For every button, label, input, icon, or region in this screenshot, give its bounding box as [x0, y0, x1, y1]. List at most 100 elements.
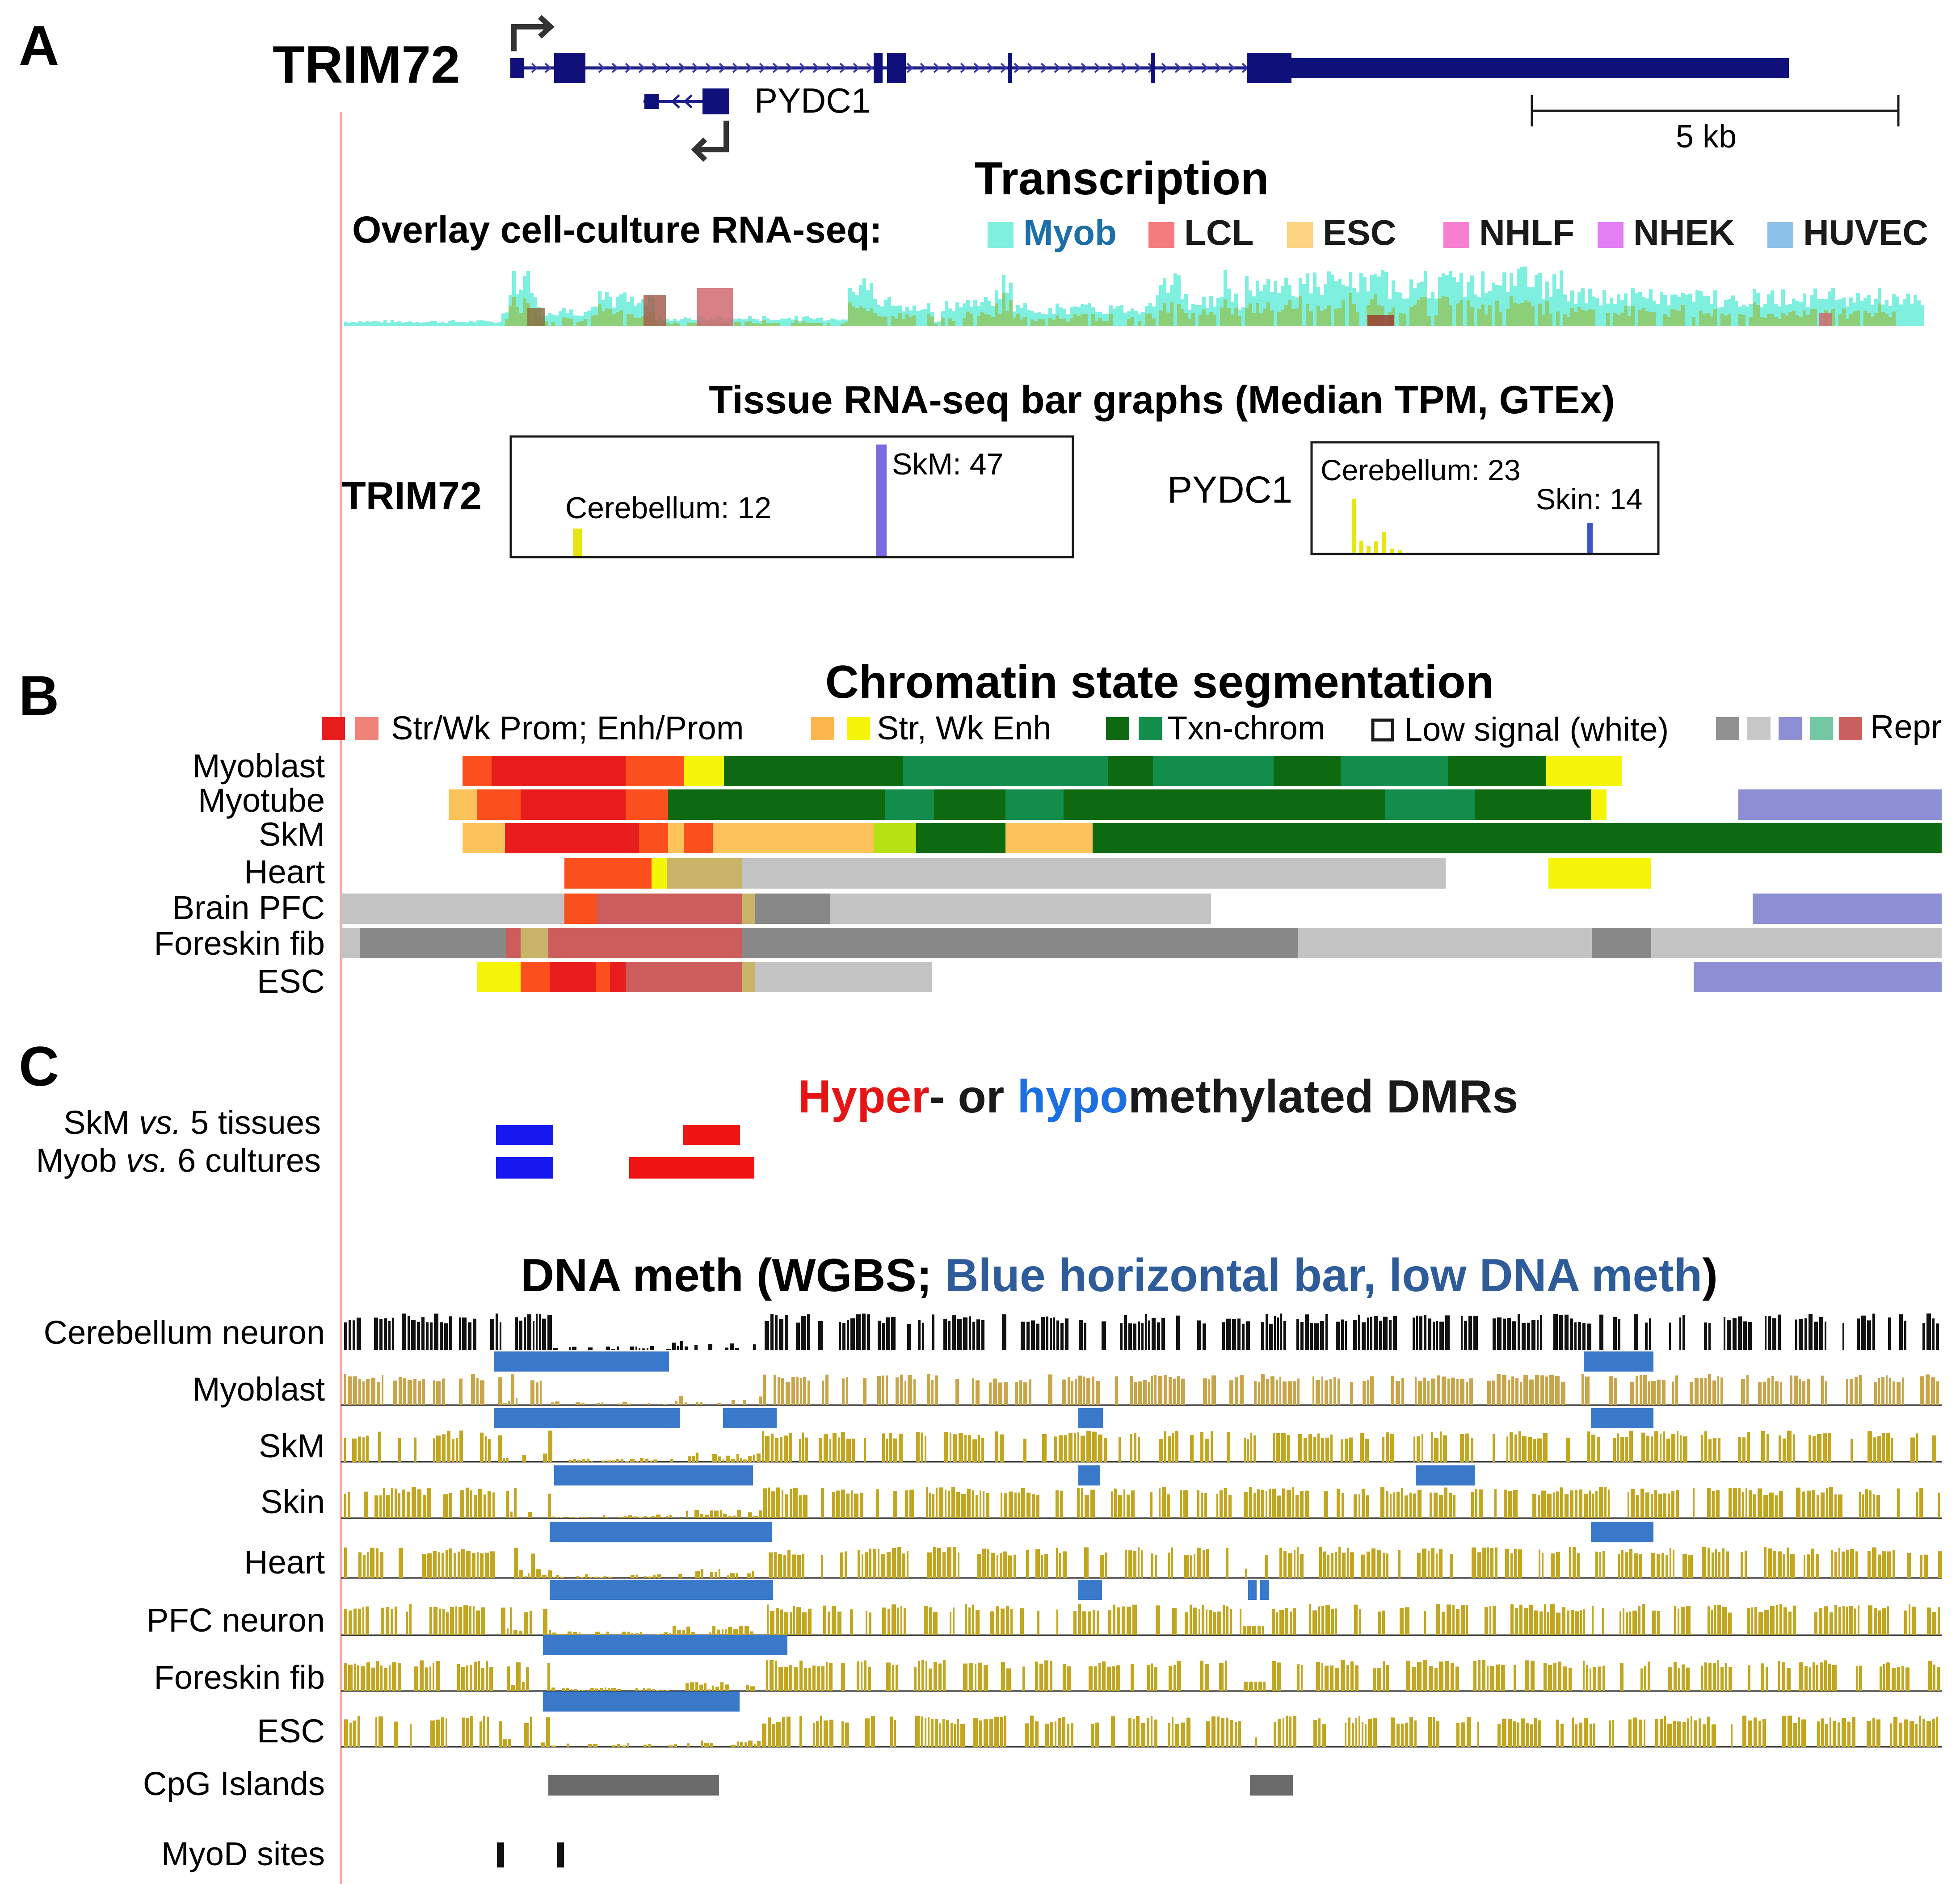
- trim72-gene-model: [510, 15, 1789, 83]
- low-meth-bar: [543, 1691, 740, 1712]
- dmr-title-end: methylated DMRs: [1128, 1071, 1518, 1123]
- tss-arrow-icon: [697, 121, 729, 152]
- dmr-hypo-bar: [496, 1157, 553, 1179]
- chromatin-segment: [564, 858, 652, 889]
- pydc1-skin-bar: [1587, 523, 1593, 553]
- exon: [887, 53, 906, 83]
- meth-row-label: SkM: [259, 1427, 325, 1464]
- chromatin-segment: [1005, 823, 1093, 853]
- chromatin-segment: [1064, 789, 1211, 820]
- pydc1-skin-label: Skin: 14: [1536, 483, 1642, 516]
- chromatin-segment: [341, 894, 564, 924]
- chromatin-segment: [874, 823, 916, 853]
- legend-enh: Str, Wk Enh: [877, 709, 1052, 747]
- dmr-row-label-myob: Myob vs. 6 cultures: [36, 1142, 321, 1179]
- chromatin-segment: [713, 823, 874, 853]
- chromatin-segment: [667, 858, 742, 889]
- chromatin-segment: [1738, 789, 1942, 820]
- chromatin-segment: [463, 756, 492, 786]
- low-meth-bar: [550, 1522, 772, 1542]
- chromatin-segment: [830, 894, 1211, 924]
- chromatin-segment: [626, 756, 684, 786]
- chromatin-segment: [903, 756, 1108, 786]
- legend-repr: Repr: [1870, 708, 1942, 745]
- myod-sites-label: MyoD sites: [161, 1835, 325, 1872]
- low-meth-bar: [543, 1635, 787, 1655]
- chromatin-segment: [1448, 756, 1546, 786]
- chromatin-segment: [521, 789, 626, 820]
- chromatin-segment: [1592, 928, 1651, 958]
- pydc1-bar-gene: PYDC1: [1167, 469, 1292, 511]
- low-meth-bar: [1248, 1580, 1257, 1600]
- chromatin-row-label: Brain PFC: [172, 889, 325, 926]
- pydc1-gene-model: PYDC1: [644, 81, 871, 162]
- chromatin-segment: [755, 894, 830, 924]
- legend-label: LCL: [1184, 213, 1254, 252]
- transcription-title: Transcription: [975, 153, 1269, 205]
- chromatin-segment: [742, 962, 755, 992]
- meth-row-label: ESC: [257, 1712, 325, 1750]
- chromatin-segment: [550, 962, 596, 992]
- low-meth-bar: [1591, 1522, 1653, 1542]
- overlay-label: Overlay cell-culture RNA-seq:: [352, 209, 882, 251]
- exon: [1151, 53, 1155, 83]
- rna-seq-legend: Myob LCL ESC NHLF NHEK HUVEC: [988, 213, 1928, 252]
- legend-label: Myob: [1023, 213, 1117, 252]
- trim72-skm-label: SkM: 47: [892, 447, 1003, 481]
- chromatin-segment: [1298, 928, 1592, 958]
- pydc1-label: PYDC1: [754, 81, 871, 120]
- pydc1-cerebellum-bars: [1352, 499, 1402, 553]
- dmr-row-label-skm: SkM vs. 5 tissues: [63, 1104, 321, 1141]
- chromatin-segment: [1005, 789, 1064, 820]
- chromatin-segment: [477, 962, 521, 992]
- chromatin-segment: [1546, 756, 1622, 786]
- chromatin-segment: [755, 962, 932, 992]
- legend-label: NHLF: [1479, 213, 1574, 252]
- dna-meth-title: DNA meth (WGBS; Blue horizontal bar, low…: [521, 1250, 1718, 1301]
- chromatin-segment: [597, 894, 742, 924]
- tss-arrow-icon: [511, 24, 547, 51]
- low-meth-bar: [723, 1408, 777, 1428]
- chromatin-segment: [1211, 789, 1385, 820]
- chromatin-segment: [506, 928, 521, 958]
- chromatin-segment: [916, 823, 1005, 853]
- chromatin-row-label: Myoblast: [193, 747, 325, 785]
- low-meth-bar: [494, 1408, 680, 1428]
- chromatin-row-label: ESC: [257, 963, 325, 1000]
- cpg-island: [548, 1775, 719, 1796]
- low-meth-bar: [1584, 1351, 1653, 1372]
- legend-label: HUVEC: [1803, 213, 1928, 252]
- cpg-islands-label: CpG Islands: [143, 1765, 325, 1802]
- myod-site: [557, 1842, 564, 1867]
- trim72-bar-gene: TRIM72: [342, 474, 482, 518]
- rna-seq-signal-track: [344, 266, 1924, 326]
- dmr-hypo-bar: [496, 1125, 553, 1145]
- chromatin-segment: [934, 789, 1005, 820]
- trim72-bar-graph-box: [509, 435, 1074, 558]
- low-meth-bar: [1078, 1580, 1102, 1600]
- meth-row-label: Cerebellum neuron: [44, 1314, 325, 1351]
- chromatin-segment: [564, 894, 597, 924]
- exon: [510, 58, 524, 78]
- chromatin-row-labels: Myoblast Myotube SkM Heart Brain PFC For…: [154, 747, 325, 1000]
- chromatin-segment: [521, 928, 548, 958]
- meth-row-labels: Cerebellum neuron Myoblast SkM Skin Hear…: [44, 1314, 325, 1750]
- meth-row-label: Skin: [261, 1483, 325, 1520]
- scale-bar-label: 5 kb: [1676, 119, 1737, 155]
- low-meth-bar: [1078, 1408, 1103, 1428]
- low-meth-bar: [1591, 1408, 1653, 1428]
- chromatin-segment: [1274, 756, 1341, 786]
- utr-3prime: [1289, 58, 1789, 78]
- legend-swatch: [1287, 222, 1313, 248]
- tissue-rnaseq-title: Tissue RNA-seq bar graphs (Median TPM, G…: [709, 378, 1615, 422]
- chromatin-legend: Str/Wk Prom; Enh/Prom Str, Wk Enh Txn-ch…: [322, 708, 1942, 748]
- chromatin-segment: [610, 962, 626, 992]
- chromatin-segment: [505, 823, 639, 853]
- chromatin-segment: [1475, 789, 1591, 820]
- chromatin-title: Chromatin state segmentation: [825, 656, 1494, 708]
- chromatin-row-label: Foreskin fib: [154, 925, 325, 962]
- low-meth-bar: [554, 1465, 753, 1485]
- chromatin-segment: [477, 789, 521, 820]
- chromatin-segment: [639, 823, 668, 853]
